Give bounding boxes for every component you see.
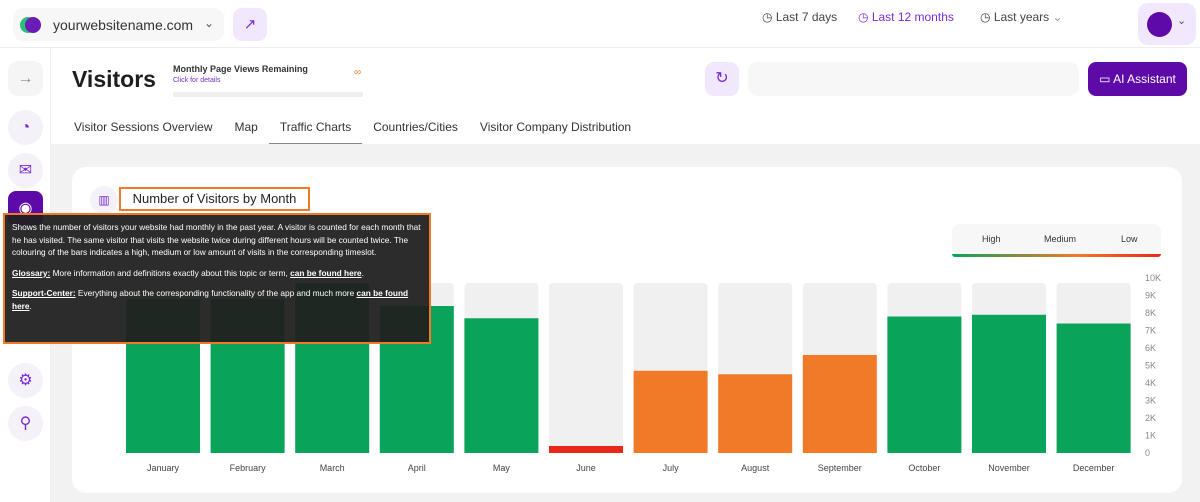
- x-tick-label: April: [408, 463, 426, 473]
- y-tick-label: 1K: [1145, 431, 1156, 441]
- chart-title: Number of Visitors by Month: [119, 187, 310, 211]
- info-tooltip: Shows the number of visitors your websit…: [3, 213, 431, 344]
- y-tick-label: 6K: [1145, 343, 1156, 353]
- tab-bar: Visitor Sessions Overview Map Traffic Ch…: [63, 114, 642, 144]
- y-tick-label: 10K: [1145, 273, 1161, 283]
- legend: High Medium Low: [952, 224, 1161, 257]
- bar-december[interactable]: [1056, 323, 1131, 454]
- website-selector[interactable]: yourwebsitename.com ⌄: [13, 8, 224, 41]
- y-tick-label: 7K: [1145, 326, 1156, 336]
- y-tick-label: 9K: [1145, 291, 1156, 301]
- glossary-link[interactable]: can be found here: [290, 267, 362, 278]
- tab-map[interactable]: Map: [234, 120, 258, 134]
- chevron-down-icon: ⌄: [203, 16, 214, 30]
- refresh-button[interactable]: ↻: [705, 62, 739, 96]
- support-link[interactable]: can be found here: [12, 288, 409, 311]
- pageviews-progress: [173, 92, 363, 97]
- pageviews-details-link[interactable]: Click for details: [173, 77, 221, 84]
- dashboard-icon[interactable]: ◔: [8, 110, 43, 145]
- y-tick-label: 3K: [1145, 396, 1156, 406]
- y-tick-label: 0: [1145, 448, 1150, 458]
- range-last-7-days[interactable]: ◷ Last 7 days: [762, 10, 838, 24]
- bar-october[interactable]: [887, 316, 962, 454]
- chevron-down-icon[interactable]: ⌄: [1177, 15, 1187, 27]
- bar-june[interactable]: [549, 446, 623, 453]
- support-label: Support-Center:: [12, 288, 76, 299]
- punct: .: [29, 300, 32, 311]
- ai-assistant-button[interactable]: ▭ AI Assistant: [1088, 62, 1187, 96]
- tab-countries-cities[interactable]: Countries/Cities: [373, 120, 458, 134]
- y-tick-label: 2K: [1145, 413, 1156, 423]
- legend-low: Low: [1121, 234, 1138, 244]
- legend-gradient: [952, 254, 1161, 257]
- pageviews-label: Monthly Page Views Remaining: [173, 64, 308, 74]
- settings-icon[interactable]: ⚙: [8, 363, 43, 398]
- legend-medium: Medium: [1044, 234, 1077, 244]
- chevron-down-icon: ⌄: [1052, 10, 1063, 24]
- tab-visitor-sessions[interactable]: Visitor Sessions Overview: [74, 120, 213, 134]
- inbox-icon[interactable]: ✉: [8, 153, 43, 188]
- tab-company-distribution[interactable]: Visitor Company Distribution: [479, 120, 632, 134]
- x-tick-label: August: [741, 463, 770, 473]
- x-tick-label: October: [908, 463, 940, 473]
- y-tick-label: 5K: [1145, 361, 1156, 371]
- bar-july[interactable]: [633, 370, 708, 453]
- pageviews-remaining: ∞: [354, 67, 362, 78]
- tab-traffic-charts[interactable]: Traffic Charts: [268, 114, 363, 144]
- tooltip-text: Shows the number of visitors your websit…: [12, 222, 421, 258]
- external-link-button[interactable]: ↗: [233, 8, 267, 41]
- legend-high: High: [982, 234, 1001, 244]
- x-tick-label: September: [818, 463, 862, 473]
- bar-background: [549, 283, 623, 453]
- bar-november[interactable]: [972, 314, 1046, 453]
- x-tick-label: January: [147, 463, 180, 473]
- glossary-text: More information and definitions exactly…: [50, 267, 291, 278]
- website-name: yourwebsitename.com: [53, 16, 194, 33]
- avatar[interactable]: [1147, 12, 1172, 37]
- bar-september[interactable]: [802, 355, 877, 453]
- x-tick-label: May: [493, 463, 511, 473]
- x-tick-label: December: [1073, 463, 1115, 473]
- range-last-12-months[interactable]: ◷ Last 12 months: [850, 5, 962, 29]
- punct: .: [361, 267, 364, 278]
- y-tick-label: 4K: [1145, 378, 1156, 388]
- bar-august[interactable]: [718, 374, 793, 453]
- globe-icon: [25, 16, 41, 33]
- y-tick-label: 8K: [1145, 308, 1156, 318]
- page-title: Visitors: [72, 66, 156, 92]
- x-tick-label: March: [320, 463, 345, 473]
- range-selector: [748, 62, 1079, 96]
- range-last-years[interactable]: ◷ Last years ⌄: [980, 10, 1063, 24]
- bar-may[interactable]: [464, 318, 539, 453]
- x-tick-label: November: [988, 463, 1030, 473]
- bar-chart-icon[interactable]: ▥: [90, 186, 118, 214]
- location-icon[interactable]: ⚲: [8, 406, 43, 441]
- x-tick-label: June: [576, 463, 596, 473]
- x-tick-label: July: [663, 463, 680, 473]
- x-tick-label: February: [230, 463, 267, 473]
- chat-icon: ▭: [1099, 72, 1111, 86]
- glossary-label: Glossary:: [12, 267, 51, 278]
- expand-sidebar-icon[interactable]: →: [8, 61, 43, 96]
- support-text: Everything about the corresponding funct…: [75, 288, 357, 299]
